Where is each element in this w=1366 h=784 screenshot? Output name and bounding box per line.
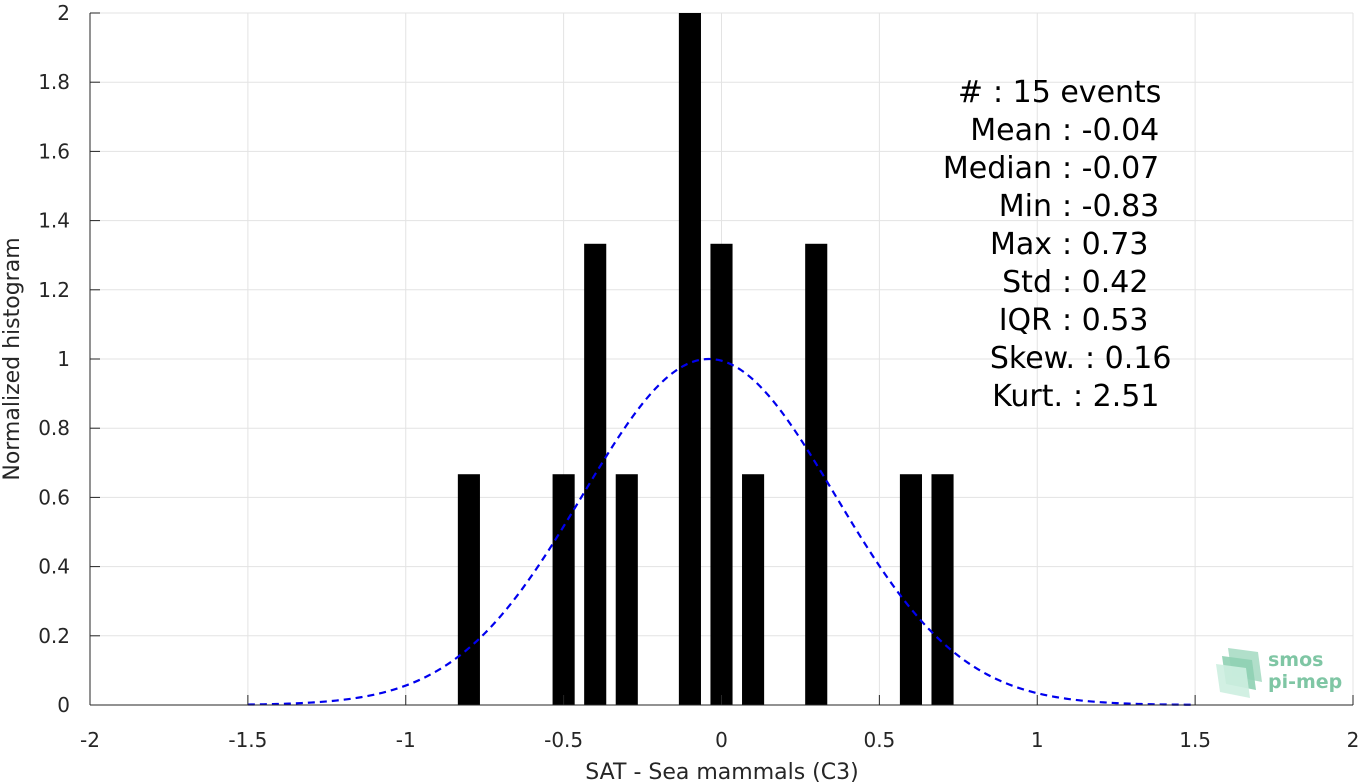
y-tick-labels: 0 0.2 0.4 0.6 0.8 1 1.2 1.4 1.6 1.8 2 xyxy=(38,1,70,717)
stat-value: : 15 events xyxy=(993,75,1161,110)
x-tick-label: -2 xyxy=(80,728,100,752)
logo-text-pimep: pi-mep xyxy=(1268,671,1342,693)
x-tick-label: -0.5 xyxy=(544,728,583,752)
stat-value: : -0.83 xyxy=(1062,189,1159,224)
histogram-bar xyxy=(552,474,575,705)
y-tick-label: 1.2 xyxy=(38,278,70,302)
x-tick-labels: -2 -1.5 -1 -0.5 0 0.5 1 1.5 2 xyxy=(80,728,1359,752)
stat-value: : 2.51 xyxy=(1073,379,1159,414)
y-tick-label: 1.6 xyxy=(38,139,70,163)
stat-name: Mean xyxy=(970,113,1052,148)
stat-name: Max xyxy=(990,227,1052,262)
y-tick-label: 0.8 xyxy=(38,416,70,440)
y-tick-label: 0.4 xyxy=(38,555,70,579)
logo-layers-icon xyxy=(1216,648,1262,698)
histogram-bar xyxy=(710,243,733,706)
histogram-bar xyxy=(899,474,923,705)
stat-value: : 0.73 xyxy=(1062,227,1148,262)
y-tick-label: 0 xyxy=(57,693,70,717)
histogram-bar xyxy=(742,474,765,705)
x-tick-label: -1 xyxy=(396,728,416,752)
stat-value: : -0.04 xyxy=(1062,113,1159,148)
stat-value: : -0.07 xyxy=(1062,151,1159,186)
y-tick-label: 1.4 xyxy=(38,209,70,233)
axes xyxy=(89,12,1354,706)
histogram-bar xyxy=(457,474,480,705)
stat-value: : 0.42 xyxy=(1062,265,1148,300)
stat-name: Min xyxy=(999,189,1052,224)
y-tick-label: 1 xyxy=(57,347,70,371)
x-tick-label: -1.5 xyxy=(228,728,267,752)
logo-text-smos: smos xyxy=(1268,649,1323,671)
stat-value: : 0.53 xyxy=(1062,303,1148,338)
y-tick-label: 0.2 xyxy=(38,624,70,648)
histogram-bar xyxy=(678,13,701,705)
x-tick-label: 0 xyxy=(715,728,728,752)
histogram-bar xyxy=(615,474,638,705)
stat-name: Kurt. xyxy=(992,379,1063,414)
stat-name: # xyxy=(958,75,983,110)
histogram-bar xyxy=(931,474,954,705)
y-axis-label: Normalized histogram xyxy=(0,237,25,480)
histogram-bar xyxy=(805,243,828,706)
gaussian-fit-curve xyxy=(247,357,1196,706)
stat-name: Median xyxy=(943,151,1052,186)
y-tick-label: 1.8 xyxy=(38,70,70,94)
x-tick-label: 2 xyxy=(1347,728,1360,752)
x-tick-label: 0.5 xyxy=(863,728,895,752)
x-tick-label: 1 xyxy=(1031,728,1044,752)
x-axis-label: SAT - Sea mammals (C3) xyxy=(585,760,858,784)
stat-value: : 0.16 xyxy=(1085,341,1171,376)
y-tick-label: 0.6 xyxy=(38,485,70,509)
y-tick-label: 2 xyxy=(57,1,70,25)
stat-name: Std xyxy=(1002,265,1052,300)
smos-pimep-logo: smos pi-mep xyxy=(1216,648,1342,698)
x-tick-label: 1.5 xyxy=(1179,728,1211,752)
stat-name: IQR xyxy=(999,303,1052,338)
stat-name: Skew. xyxy=(990,341,1075,376)
